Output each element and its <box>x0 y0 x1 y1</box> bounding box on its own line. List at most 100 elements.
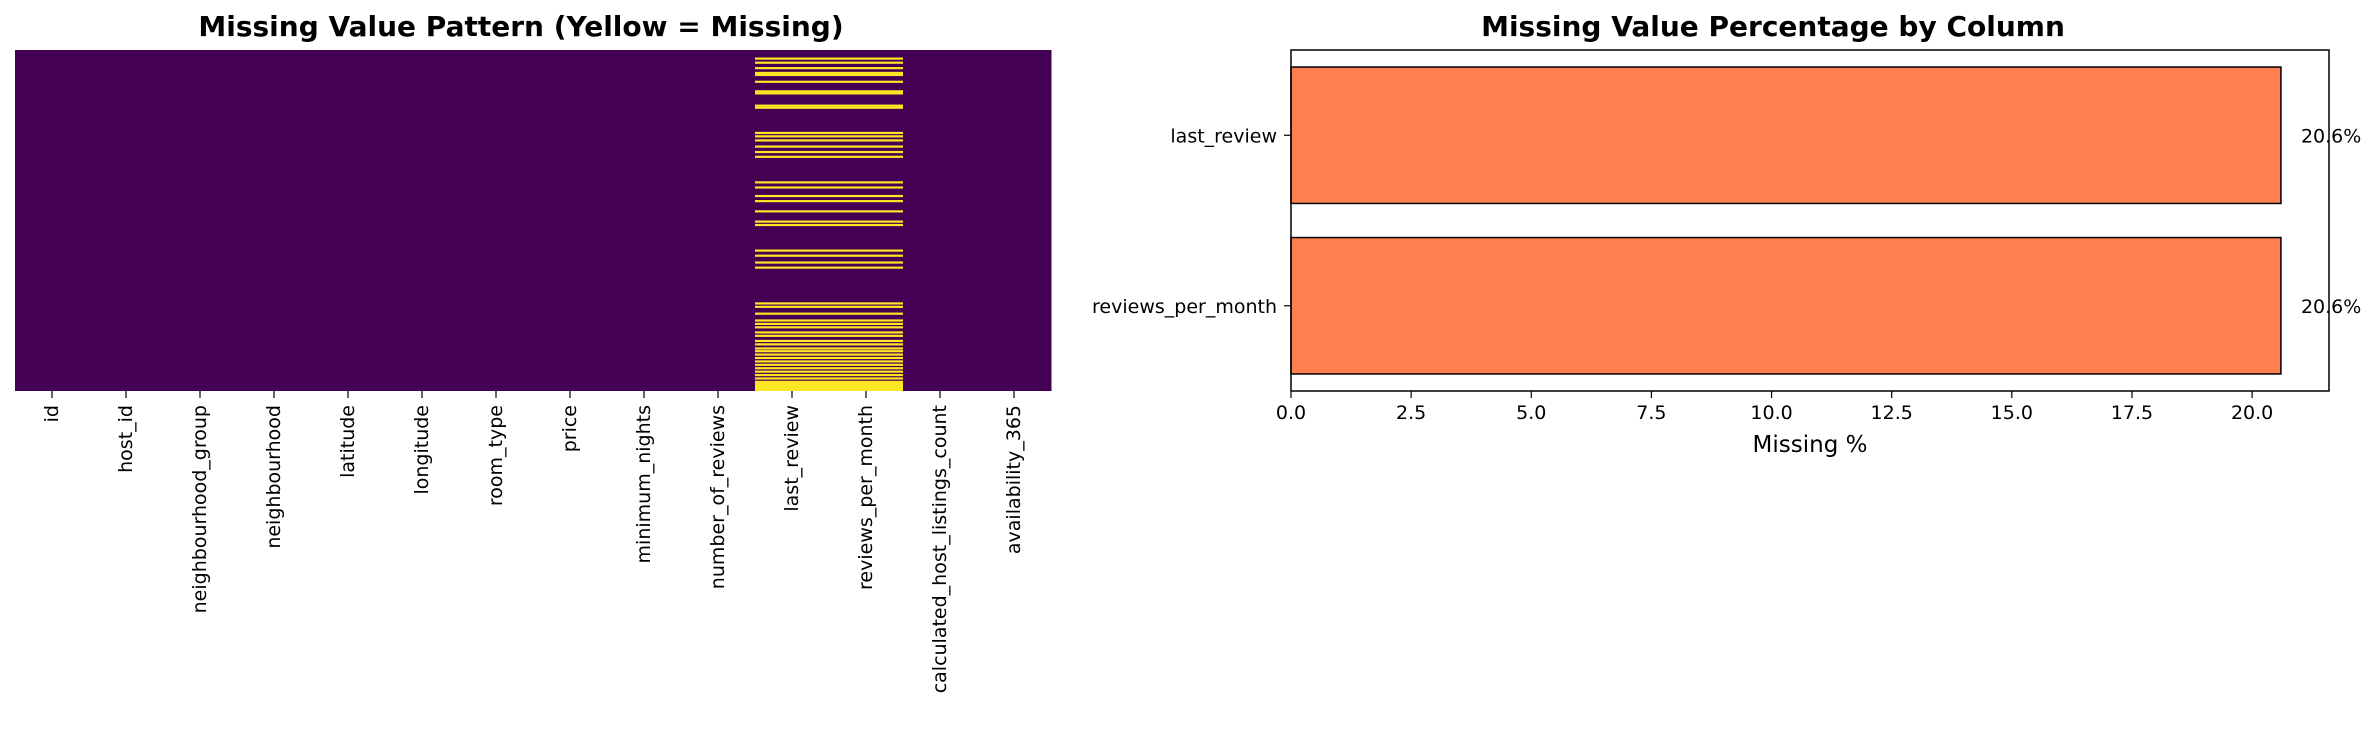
heatmap-missing-mark <box>755 363 830 366</box>
heatmap-missing-mark <box>829 104 904 107</box>
heatmap-missing-mark <box>755 106 830 109</box>
heatmap-missing-mark <box>755 200 830 203</box>
heatmap-missing-mark <box>829 339 904 343</box>
heatmap-missing-mark <box>755 373 830 377</box>
heatmap-missing-mark <box>755 380 830 383</box>
heatmap-x-tick-label: neighbourhood <box>263 405 285 549</box>
heatmap-missing-mark <box>755 220 830 223</box>
heatmap-missing-mark <box>829 347 904 350</box>
heatmap-missing-mark <box>829 223 904 227</box>
bar-x-axis-label: Missing % <box>1753 432 1868 458</box>
heatmap-missing-mark <box>755 139 830 142</box>
heatmap-missing-mark <box>829 92 904 95</box>
heatmap-title: Missing Value Pattern (Yellow = Missing) <box>198 10 843 43</box>
heatmap-column-minimum_nights <box>607 50 682 391</box>
heatmap-x-tick-label: availability_365 <box>1003 405 1025 554</box>
bar-data-label: 20.6% <box>2301 296 2361 318</box>
heatmap-x-tick-label: id <box>41 405 63 422</box>
heatmap-missing-mark <box>829 380 904 383</box>
heatmap-missing-mark <box>755 249 830 252</box>
heatmap-column-neighbourhood_group <box>163 50 238 391</box>
heatmap-missing-mark <box>829 145 904 148</box>
bar-x-tick-label: 5.0 <box>1516 402 1546 424</box>
heatmap-missing-mark <box>755 90 830 93</box>
heatmap-missing-mark <box>829 200 904 203</box>
heatmap-missing-mark <box>829 370 904 373</box>
heatmap-missing-mark <box>829 150 904 154</box>
heatmap-column-number_of_reviews <box>681 50 756 391</box>
heatmap-missing-mark <box>755 322 830 325</box>
heatmap-missing-mark <box>829 261 904 264</box>
bar-x-tick-label: 0.0 <box>1276 402 1306 424</box>
heatmap-missing-mark <box>755 382 830 391</box>
bar-x-tick-label: 20.0 <box>2231 402 2273 424</box>
heatmap-missing-mark <box>829 106 904 109</box>
heatmap-missing-mark <box>755 370 830 373</box>
missing-percentage-bar-chart: Missing Value Percentage by Column 20.6%… <box>1092 10 2361 458</box>
heatmap-x-tick-label: price <box>559 405 581 452</box>
heatmap-missing-mark <box>755 80 830 83</box>
heatmap-x-tick-label: reviews_per_month <box>855 405 877 590</box>
heatmap-missing-mark <box>829 360 904 363</box>
heatmap-missing-mark <box>755 347 830 350</box>
heatmap-missing-mark <box>829 181 904 184</box>
bar-x-tick-label: 15.0 <box>1991 402 2033 424</box>
bar-x-tick-label: 2.5 <box>1396 402 1426 424</box>
heatmap-missing-mark <box>755 367 830 370</box>
heatmap-missing-mark <box>829 57 904 60</box>
heatmap-missing-mark <box>829 131 904 135</box>
heatmap-missing-mark <box>755 61 830 64</box>
heatmap-missing-mark <box>829 312 904 315</box>
heatmap-column-latitude <box>311 50 386 391</box>
heatmap-missing-mark <box>829 363 904 366</box>
heatmap-missing-mark <box>829 350 904 353</box>
heatmap-missing-mark <box>829 266 904 269</box>
heatmap-missing-mark <box>829 210 904 213</box>
heatmap-missing-mark <box>829 319 904 322</box>
heatmap-missing-mark <box>829 71 904 75</box>
heatmap-missing-mark <box>755 331 830 334</box>
heatmap-missing-mark <box>755 302 830 305</box>
heatmap-x-tick-label: number_of_reviews <box>707 405 729 589</box>
heatmap-missing-mark <box>755 261 830 264</box>
heatmap-missing-mark <box>829 80 904 83</box>
heatmap-missing-mark <box>829 331 904 334</box>
bar-plot-frame <box>1290 49 2330 392</box>
bar-reviews_per_month <box>1290 236 2282 375</box>
heatmap-missing-mark <box>829 73 904 77</box>
heatmap-column-calculated_host_listings_count <box>903 50 978 391</box>
heatmap-missing-mark <box>755 254 830 257</box>
heatmap-missing-mark <box>755 343 830 346</box>
heatmap-missing-mark <box>755 145 830 148</box>
heatmap-missing-mark <box>755 356 830 360</box>
heatmap-missing-mark <box>755 305 830 308</box>
heatmap-x-tick-label: calculated_host_listings_count <box>929 405 951 693</box>
heatmap-missing-mark <box>755 67 830 70</box>
heatmap-missing-mark <box>829 343 904 346</box>
heatmap-missing-mark <box>755 150 830 154</box>
heatmap-missing-mark <box>829 353 904 356</box>
heatmap-missing-mark <box>829 356 904 360</box>
heatmap-missing-mark <box>829 135 904 138</box>
heatmap-missing-mark <box>755 210 830 213</box>
heatmap-missing-mark <box>829 334 904 337</box>
heatmap-missing-mark <box>755 319 830 322</box>
heatmap-missing-mark <box>755 181 830 184</box>
heatmap-missing-mark <box>755 71 830 75</box>
bar-y-tick-label: last_review <box>1170 125 1277 147</box>
heatmap-missing-mark <box>829 302 904 305</box>
heatmap-missing-mark <box>755 334 830 337</box>
bar-y-tick-label: reviews_per_month <box>1092 296 1277 318</box>
heatmap-missing-mark <box>755 353 830 356</box>
heatmap-missing-mark <box>755 339 830 343</box>
heatmap-missing-mark <box>755 57 830 60</box>
bar-x-tick-label: 12.5 <box>1871 402 1913 424</box>
heatmap-missing-mark <box>829 67 904 70</box>
bar-x-tick-label: 10.0 <box>1750 402 1792 424</box>
heatmap-column-longitude <box>385 50 460 391</box>
heatmap-missing-mark <box>755 135 830 138</box>
heatmap-x-tick-label: room_type <box>485 405 507 506</box>
heatmap-missing-mark <box>755 377 830 380</box>
heatmap-missing-mark <box>829 186 904 189</box>
